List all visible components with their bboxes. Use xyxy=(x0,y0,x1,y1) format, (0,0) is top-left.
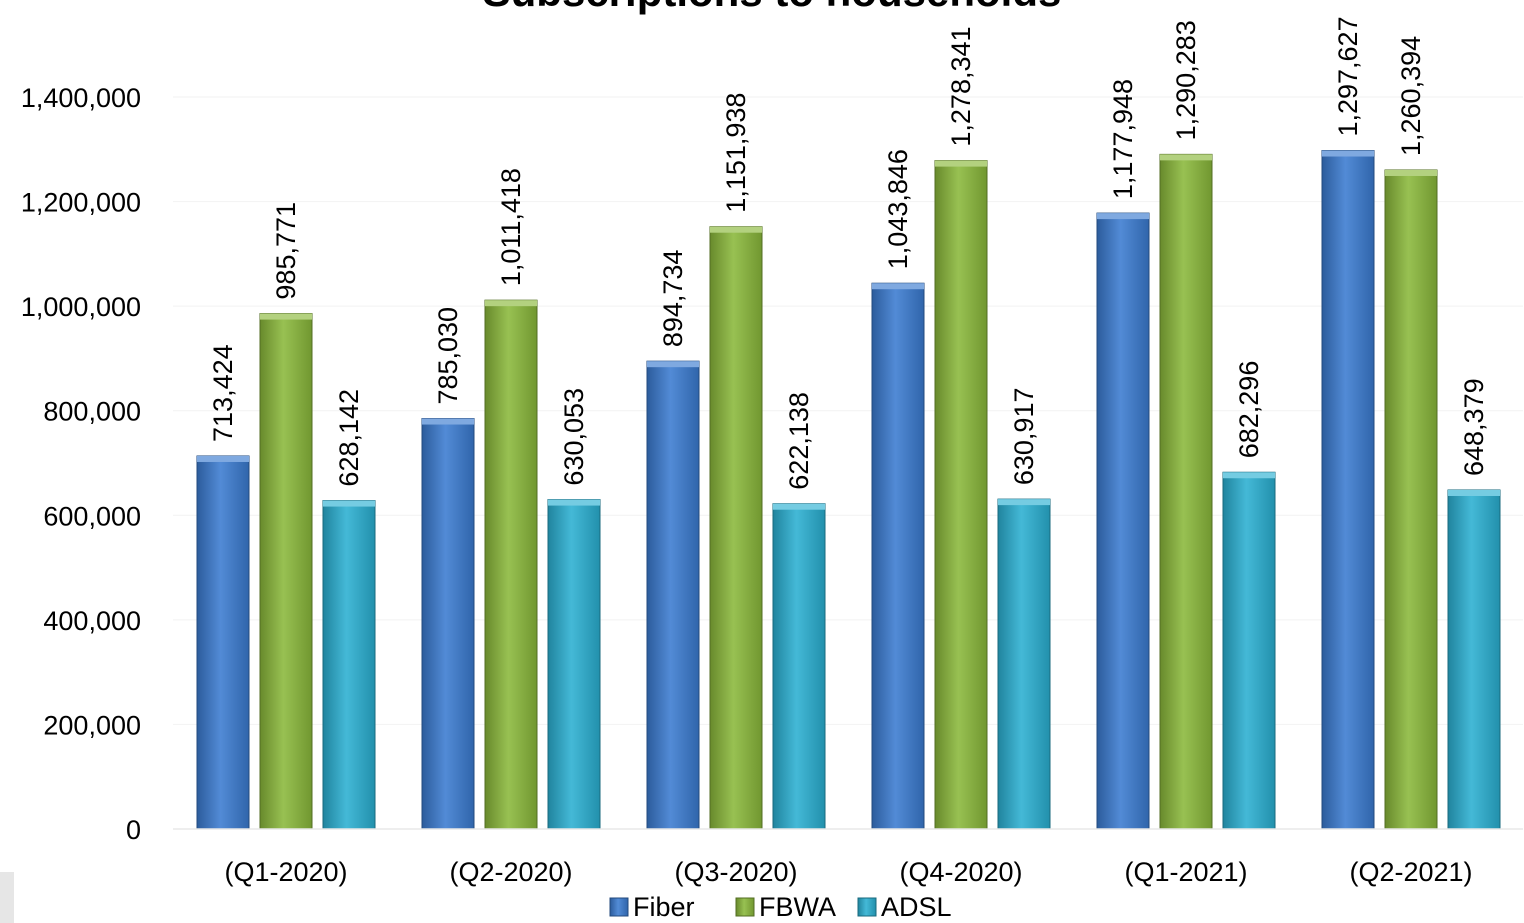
bar-adsl-4 xyxy=(1222,471,1276,830)
bar-adsl-5 xyxy=(1447,489,1501,830)
data-label: 1,151,938 xyxy=(721,93,751,213)
x-tick-label: (Q3-2020) xyxy=(674,857,797,887)
data-label: 630,917 xyxy=(1009,388,1039,486)
bar-adsl-3 xyxy=(997,498,1051,830)
bar-cap xyxy=(935,160,987,167)
bar-cap xyxy=(1097,213,1149,220)
data-label: 648,379 xyxy=(1459,378,1489,476)
x-tick-label: (Q2-2021) xyxy=(1349,857,1472,887)
data-label: 1,290,283 xyxy=(1171,20,1201,140)
bar-adsl-0 xyxy=(322,500,376,830)
bar-cap xyxy=(1160,154,1212,161)
gridlines xyxy=(173,96,1523,725)
x-tick-label: (Q4-2020) xyxy=(899,857,1022,887)
data-label: 628,142 xyxy=(334,389,364,487)
bar-fbwa-4 xyxy=(1159,153,1213,830)
bar-cap xyxy=(260,313,312,320)
x-tick-label: (Q2-2020) xyxy=(449,857,572,887)
bar-cap xyxy=(647,361,699,368)
bar-cap xyxy=(872,283,924,290)
data-label: 1,177,948 xyxy=(1108,79,1138,199)
y-tick-label: 200,000 xyxy=(43,710,141,740)
data-label: 630,053 xyxy=(559,388,589,486)
x-axis-ticks: (Q1-2020) (Q2-2020) (Q3-2020) (Q4-2020) (Q1-… xyxy=(224,857,1472,887)
bar-cap xyxy=(323,500,375,507)
bar-cap xyxy=(197,455,249,462)
bar-cap xyxy=(998,499,1050,506)
y-tick-label: 1,400,000 xyxy=(21,83,141,113)
bar-cap xyxy=(485,300,537,307)
bar-fbwa-3 xyxy=(934,160,988,830)
y-tick-label: 600,000 xyxy=(43,501,141,531)
bar-fbwa-0 xyxy=(259,313,313,830)
legend-swatch-fbwa xyxy=(735,897,755,917)
legend-swatch-fiber xyxy=(609,897,629,917)
legend-label-fiber: Fiber xyxy=(633,892,695,922)
bar-fiber-5 xyxy=(1321,150,1375,830)
bar-cap xyxy=(710,226,762,233)
data-label: 894,734 xyxy=(658,250,688,348)
data-label: 713,424 xyxy=(208,344,238,442)
data-label: 1,297,627 xyxy=(1333,16,1363,136)
bar-cap xyxy=(1223,472,1275,479)
x-tick-label: (Q1-2020) xyxy=(224,857,347,887)
data-label: 1,260,394 xyxy=(1396,36,1426,156)
data-label: 682,296 xyxy=(1234,361,1264,459)
bar-fbwa-2 xyxy=(709,226,763,830)
y-tick-label: 1,200,000 xyxy=(21,188,141,218)
chart-title: Subscriptions to households xyxy=(483,0,1062,15)
data-labels: 713,424 985,771 628,142 785,030 1,011,418 630… xyxy=(208,16,1489,489)
bars xyxy=(196,150,1501,830)
data-label: 1,011,418 xyxy=(496,168,526,286)
corner-tab xyxy=(0,872,14,923)
legend-label-fbwa: FBWA xyxy=(759,892,836,922)
bar-cap xyxy=(548,499,600,506)
bar-fiber-4 xyxy=(1096,212,1150,830)
bar-fiber-0 xyxy=(196,455,250,830)
legend-label-adsl: ADSL xyxy=(881,892,952,922)
y-tick-label: 1,000,000 xyxy=(21,292,141,322)
bar-cap xyxy=(773,503,825,510)
data-label: 785,030 xyxy=(433,307,463,405)
data-label: 1,043,846 xyxy=(883,149,913,269)
legend: Fiber FBWA ADSL xyxy=(609,892,952,922)
bar-cap xyxy=(422,418,474,425)
legend-swatch-adsl xyxy=(857,897,877,917)
data-label: 622,138 xyxy=(784,392,814,490)
y-axis-ticks: 0 200,000 400,000 600,000 800,000 1,000,000 1,… xyxy=(21,83,141,845)
bar-fbwa-5 xyxy=(1384,169,1438,830)
bar-fiber-2 xyxy=(646,360,700,830)
bar-fiber-1 xyxy=(421,418,475,830)
bar-fiber-3 xyxy=(871,282,925,830)
bar-adsl-2 xyxy=(772,503,826,830)
x-tick-label: (Q1-2021) xyxy=(1124,857,1247,887)
bar-cap xyxy=(1448,489,1500,496)
bar-fbwa-1 xyxy=(484,299,538,830)
data-label: 1,278,341 xyxy=(946,26,976,146)
bar-cap xyxy=(1322,150,1374,157)
bar-adsl-1 xyxy=(547,499,601,830)
y-tick-label: 0 xyxy=(126,815,141,845)
data-label: 985,771 xyxy=(271,202,301,300)
y-tick-label: 400,000 xyxy=(43,606,141,636)
y-tick-label: 800,000 xyxy=(43,397,141,427)
bar-cap xyxy=(1385,169,1437,176)
